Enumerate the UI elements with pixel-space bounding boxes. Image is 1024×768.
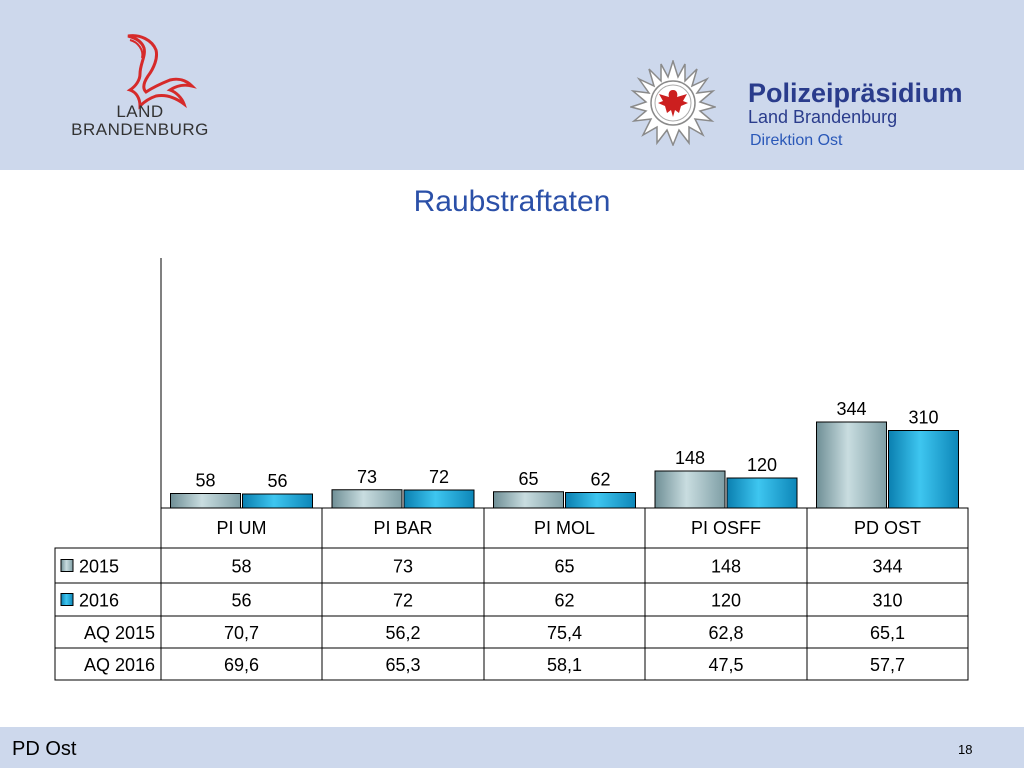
row-label: AQ 2015 [84,623,155,643]
bar-2015-pi-bar [331,489,403,509]
table-value: 56,2 [385,623,420,643]
org-subtitle: Land Brandenburg [748,107,898,127]
data-label: 344 [836,399,866,419]
bar-2016-pi-osff [726,477,798,509]
police-star-eagle-icon [630,60,716,146]
table-row-header [54,615,162,649]
data-label: 65 [518,469,538,489]
data-label: 120 [747,455,777,475]
table-row-header [54,647,162,681]
table-cell [644,582,808,617]
table-value: 73 [393,557,413,577]
bar-2015-pd-ost [816,421,887,509]
bar-2015-pi-um [170,493,241,509]
table-cell [806,647,969,681]
table-value: 62 [554,591,574,611]
table-value: 58 [231,557,251,577]
table-value: 65,3 [385,655,420,675]
table-cell [160,582,323,617]
org-title: Polizeipräsidium [748,78,963,108]
legend-swatch-2015 [60,559,74,572]
category-label: PI OSFF [691,518,761,538]
data-table: PI UM PI BAR PI MOL PI OSFF PD OST 2015 58 73 65… [54,507,969,681]
legend-label: 2015 [79,557,119,577]
table-cell [160,647,323,681]
bar-2016-pi-bar [403,489,475,509]
table-header-cell [806,507,969,549]
table-cell [483,615,646,649]
bar-2015-pi-mol [493,491,564,509]
row-label: AQ 2016 [84,655,155,675]
table-header-cell [321,507,485,549]
table-cell [644,647,808,681]
category-label: PD OST [854,518,921,538]
land-brandenburg-logo: LAND BRANDENBURG [71,30,240,140]
table-cell [806,547,969,584]
table-cell [644,615,808,649]
data-label: 58 [195,471,215,491]
table-value: 75,4 [547,623,582,643]
brandenburg-eagle-icon [126,34,197,110]
footer-label: PD Ost [12,738,77,760]
table-value: 56 [231,591,251,611]
category-label: PI UM [216,518,266,538]
table-value: 69,6 [224,655,259,675]
data-label: 73 [357,467,377,487]
data-label: 56 [267,471,287,491]
bars-layer: 58 56 73 72 65 62 148 120 344 310 [160,258,959,509]
table-value: 310 [872,591,902,611]
org-division: Direktion Ost [750,132,843,149]
table-value: 344 [872,557,902,577]
data-label: 310 [908,408,938,428]
logo-text-brandenburg: BRANDENBURG [71,120,209,139]
table-cell [483,647,646,681]
table-cell [806,615,969,649]
bar-2016-pi-um [242,493,313,509]
table-value: 65 [554,557,574,577]
table-cell [160,615,323,649]
table-cell [160,547,323,584]
bar-2015-pi-osff [654,470,726,509]
category-label: PI BAR [373,518,432,538]
data-label: 148 [675,448,705,468]
chart-title: Raubstraftaten [413,185,611,218]
data-label: 62 [590,470,610,490]
legend-swatch-2016 [60,593,74,606]
table-value: 47,5 [708,655,743,675]
header-band [0,0,1024,170]
bar-2016-pi-mol [565,492,636,509]
table-cell [483,547,646,584]
table-value: 148 [711,557,741,577]
table-cell [321,647,485,681]
table-header-cell [160,507,323,549]
table-value: 65,1 [870,623,905,643]
page-number: 18 [958,742,973,757]
table-value: 120 [711,591,741,611]
footer-band [0,727,1024,768]
table-value: 70,7 [224,623,259,643]
logo-text-land: LAND [116,102,164,121]
table-value: 62,8 [708,623,743,643]
bar-2016-pd-ost [888,430,959,509]
table-cell [806,582,969,617]
table-header-cell [483,507,646,549]
table-cell [321,547,485,584]
table-value: 58,1 [547,655,582,675]
legend-label: 2016 [79,591,119,611]
table-value: 72 [393,591,413,611]
category-label: PI MOL [534,518,595,538]
data-label: 72 [429,467,449,487]
table-value: 57,7 [870,655,905,675]
